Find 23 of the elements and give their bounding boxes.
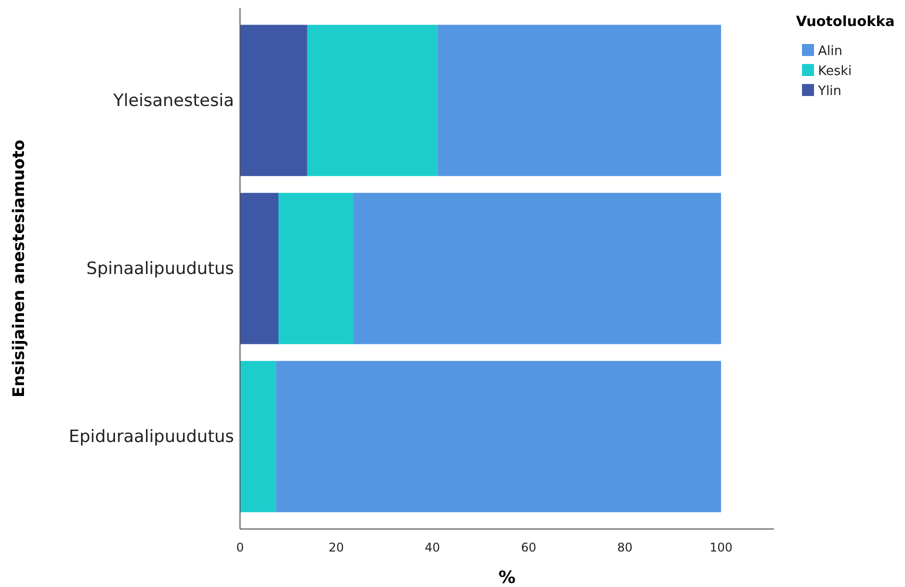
legend-label: Alin xyxy=(818,44,842,59)
bar xyxy=(276,360,722,512)
x-tick-label: 0 xyxy=(236,540,244,555)
bar xyxy=(307,24,438,176)
x-tick-label: 100 xyxy=(710,540,733,555)
bar xyxy=(353,192,722,344)
bar xyxy=(240,360,276,512)
y-axis-title: Ensisijainen anestesiamuoto xyxy=(9,140,28,398)
y-tick-label: Yleisanestesia xyxy=(112,90,234,111)
legend-title: Vuotoluokka xyxy=(796,14,895,30)
bar xyxy=(240,24,308,176)
bar xyxy=(240,192,278,344)
x-tick-label: 20 xyxy=(328,540,344,555)
legend-label: Keski xyxy=(818,64,852,79)
x-tick-label: 80 xyxy=(617,540,633,555)
x-tick-label: 60 xyxy=(521,540,536,555)
legend-label: Ylin xyxy=(817,84,842,99)
y-tick-label: Epiduraalipuudutus xyxy=(68,427,234,448)
x-tick-label: 40 xyxy=(424,540,440,555)
y-tick-label: Spinaalipuudutus xyxy=(86,258,234,279)
x-axis-title: % xyxy=(498,568,516,587)
bar xyxy=(278,192,354,344)
bar xyxy=(437,24,722,176)
